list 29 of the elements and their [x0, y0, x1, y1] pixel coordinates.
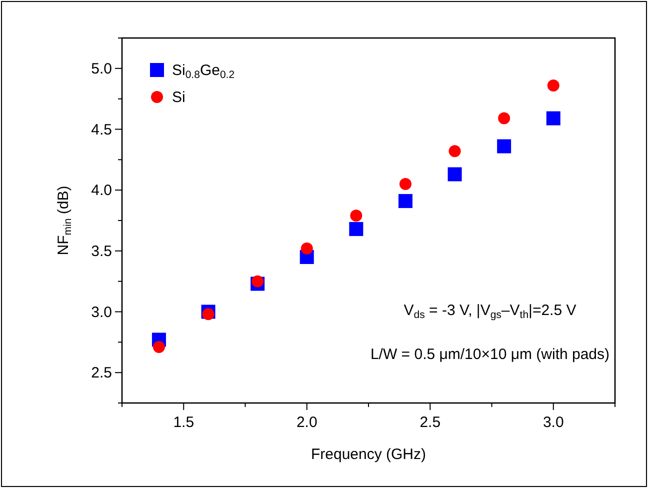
point	[546, 111, 560, 126]
point	[497, 139, 512, 154]
x-tick-label: 3.0	[542, 414, 564, 431]
point	[300, 242, 313, 254]
point	[448, 167, 462, 182]
point	[398, 194, 412, 208]
legend-label: Si	[172, 89, 186, 106]
point	[152, 341, 165, 354]
annotation: L/W = 0.5 μm/10×10 μm (with pads)	[370, 346, 610, 363]
point	[448, 145, 461, 158]
point	[350, 210, 362, 222]
y-tick-label: 3.5	[91, 242, 112, 260]
x-tick-label: 1.5	[173, 414, 194, 431]
point	[399, 178, 412, 190]
x-tick-label: 2.0	[296, 414, 318, 431]
point	[202, 308, 214, 320]
point	[252, 275, 264, 288]
y-tick-label: 3.0	[91, 304, 112, 321]
point	[498, 112, 510, 124]
legend-label: Si$_{0.8}$Ge$_{0.2}$	[172, 62, 235, 81]
x-tick-label: 2.5	[420, 414, 441, 431]
y-tick-label: 4.5	[91, 121, 112, 138]
annotation: V$_{ds}$ = -3 V, |V$_{gs}$–V$_{th}$|=2.5 V	[404, 302, 576, 321]
x-axis-title: Frequency (GHz)	[310, 446, 426, 463]
point	[349, 222, 364, 236]
y-tick-label: 5.0	[91, 60, 112, 78]
y-tick-label: 2.5	[91, 364, 112, 382]
point	[547, 79, 560, 92]
y-tick-label: 4.0	[91, 182, 112, 200]
